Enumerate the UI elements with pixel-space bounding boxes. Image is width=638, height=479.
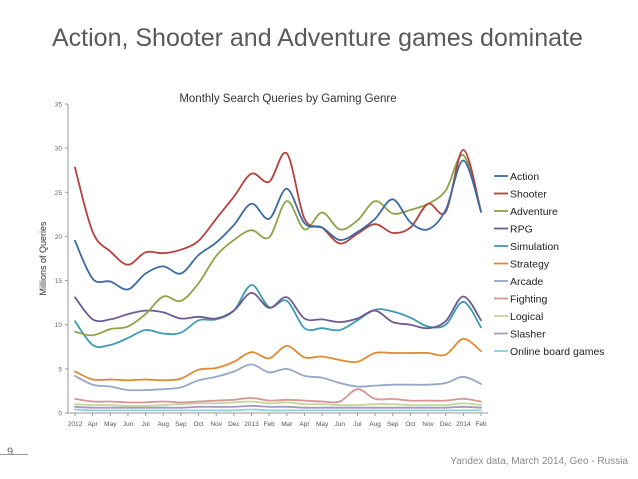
x-tick-label: Mar: [281, 421, 293, 428]
y-tick-label: 15: [55, 278, 63, 285]
y-tick-label: 20: [55, 234, 63, 241]
series-line-arcade: [74, 363, 482, 392]
x-tick-label: Nov: [210, 421, 222, 428]
y-tick-label: 25: [55, 190, 63, 197]
x-tick-label: Dec: [228, 421, 240, 428]
x-tick-label: 2014: [456, 421, 471, 428]
series-line-rpg: [74, 292, 482, 330]
x-tick-label: 2012: [68, 421, 83, 428]
legend-label-slasher: Slasher: [510, 329, 546, 341]
legend-label-arcade: Arcade: [510, 276, 543, 288]
series-line-fighting: [74, 388, 482, 404]
series-line-online-board-games: [74, 408, 482, 412]
x-tick-label: Feb: [475, 421, 487, 428]
y-tick-label: 30: [55, 146, 63, 153]
legend-label-simulation: Simulation: [510, 241, 559, 253]
x-tick-label: Jul: [353, 421, 362, 428]
series-line-slasher: [74, 405, 482, 409]
legend-label-adventure: Adventure: [510, 206, 558, 218]
y-tick-label: 5: [58, 366, 62, 373]
legend-label-strategy: Strategy: [510, 259, 550, 271]
legend-label-online-board-games: Online board games: [510, 346, 605, 358]
x-tick-label: May: [104, 421, 117, 428]
x-tick-label: 2013: [244, 421, 259, 428]
chart-title: Monthly Search Queries by Gaming Genre: [179, 93, 396, 105]
series-line-action: [74, 159, 482, 291]
x-tick-label: Dec: [440, 421, 452, 428]
x-tick-label: Nov: [422, 421, 434, 428]
series-line-strategy: [74, 337, 482, 382]
slide-number-divider: [0, 454, 28, 455]
x-tick-label: Sep: [387, 421, 399, 428]
x-tick-label: Jul: [141, 421, 150, 428]
y-axis-label: Millions of Queries: [38, 221, 48, 296]
y-tick-label: 0: [58, 411, 62, 418]
x-tick-label: Feb: [264, 421, 276, 428]
legend-label-fighting: Fighting: [510, 294, 548, 306]
series-line-shooter: [74, 149, 482, 266]
x-tick-label: Jun: [123, 421, 134, 428]
x-tick-label: Sep: [175, 421, 187, 428]
x-tick-label: Oct: [405, 421, 415, 428]
series-line-logical: [74, 400, 482, 407]
x-tick-label: May: [316, 421, 329, 428]
source-note: Yandex data, March 2014, Geo - Russia: [450, 456, 628, 467]
legend-label-action: Action: [510, 171, 539, 183]
legend-label-shooter: Shooter: [510, 189, 547, 201]
x-tick-label: Aug: [369, 421, 381, 428]
y-tick-label: 10: [55, 322, 63, 329]
legend-label-rpg: RPG: [510, 224, 533, 236]
x-tick-label: Jun: [335, 421, 346, 428]
x-tick-label: Oct: [194, 421, 204, 428]
series-line-adventure: [74, 154, 482, 337]
series-line-simulation: [74, 284, 482, 348]
x-tick-label: Apr: [299, 421, 310, 428]
legend-label-logical: Logical: [510, 311, 543, 323]
x-tick-label: Aug: [157, 421, 169, 428]
slide-number: 9: [7, 446, 14, 458]
x-tick-label: Apr: [88, 421, 99, 428]
y-tick-label: 35: [55, 102, 63, 109]
slide-title: Action, Shooter and Adventure games domi…: [52, 24, 583, 52]
